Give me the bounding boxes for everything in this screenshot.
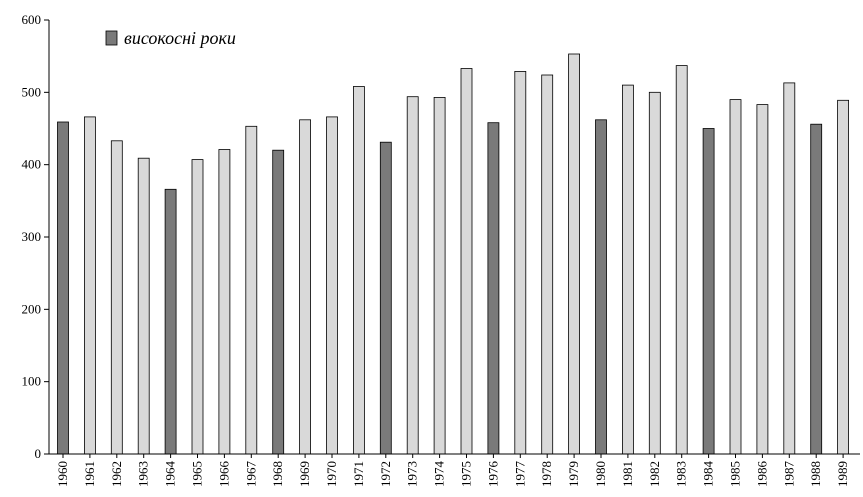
y-tick-label: 500 [22,84,42,99]
x-tick-label-1965: 1965 [190,461,205,487]
x-tick-label-1964: 1964 [163,461,178,488]
y-axis: 0 100 200 300 400 500 600 [22,12,50,461]
bar-1985 [729,99,742,455]
bar-1966 [218,149,231,455]
y-tick-label: 400 [22,157,42,172]
bar-1968 [272,149,285,455]
bars [57,53,849,455]
y-tick-label: 200 [22,301,42,316]
x-tick-label-1975: 1975 [459,461,474,487]
x-tick-label-1972: 1972 [378,461,393,487]
bar-1962 [110,140,123,455]
bar-1960 [57,121,69,455]
bar-1984 [702,128,715,455]
bar-1974 [433,97,446,455]
x-tick-label-1981: 1981 [620,461,635,487]
x-tick-label-1985: 1985 [728,461,743,487]
bar-1961 [84,116,96,455]
bar-1976 [487,122,500,455]
x-tick-label-1966: 1966 [216,461,231,488]
y-tick-label: 300 [22,229,42,244]
bar-1981 [622,84,634,455]
bar-1979 [568,53,580,455]
x-tick-label-1963: 1963 [136,461,151,487]
y-tick-label: 600 [22,12,42,27]
bar-1989 [837,99,849,455]
x-axis: 1960 1961 1962 1963 1964 1965 1966 1967 1968 1969… [49,453,860,488]
bar-1988 [810,123,823,455]
bar-1972 [379,141,392,455]
x-tick-label-1979: 1979 [566,461,581,487]
legend: високосні роки [105,28,236,48]
bar-1986 [756,104,769,455]
x-tick-label-1977: 1977 [512,461,527,488]
bar-1967 [245,125,258,455]
legend-swatch-leap-years [105,30,118,46]
bar-1971 [352,86,365,455]
x-tick-label-1967: 1967 [243,461,258,488]
legend-label-leap-years: високосні роки [124,28,236,48]
bar-1969 [299,119,312,455]
bar-1983 [675,65,688,455]
x-tick-label-1962: 1962 [109,461,124,487]
x-tick-label-1973: 1973 [405,461,420,487]
bar-1964 [164,188,177,455]
bar-1982 [648,91,661,455]
x-tick-label-1976: 1976 [485,461,500,488]
y-tick-label: 100 [22,374,42,389]
x-tick-label-1978: 1978 [539,461,554,487]
x-tick-label-1989: 1989 [835,461,850,487]
x-tick-label-1983: 1983 [674,461,689,487]
bar-1970 [326,116,338,455]
bar-1975 [460,68,473,455]
x-tick-label-1961: 1961 [82,461,97,487]
x-tick-label-1982: 1982 [647,461,662,487]
bar-1987 [783,82,796,455]
y-tick-label: 0 [35,446,42,461]
x-tick-label-1988: 1988 [808,461,823,487]
x-tick-label-1970: 1970 [324,461,339,487]
x-tick-label-1987: 1987 [781,461,796,488]
bar-1977 [514,71,527,455]
x-tick-label-1980: 1980 [593,461,608,487]
x-tick-label-1969: 1969 [297,461,312,487]
bar-1965 [191,159,204,455]
bar-1978 [541,74,554,455]
bar-1973 [406,96,419,455]
bar-1980 [595,119,607,455]
bar-1963 [137,157,150,455]
x-tick-label-1984: 1984 [701,461,716,488]
x-tick-label-1968: 1968 [270,461,285,487]
x-tick-label-1986: 1986 [754,461,769,488]
x-tick-label-1974: 1974 [432,461,447,488]
x-tick-label-1960: 1960 [55,461,70,487]
x-tick-label-1971: 1971 [351,461,366,487]
